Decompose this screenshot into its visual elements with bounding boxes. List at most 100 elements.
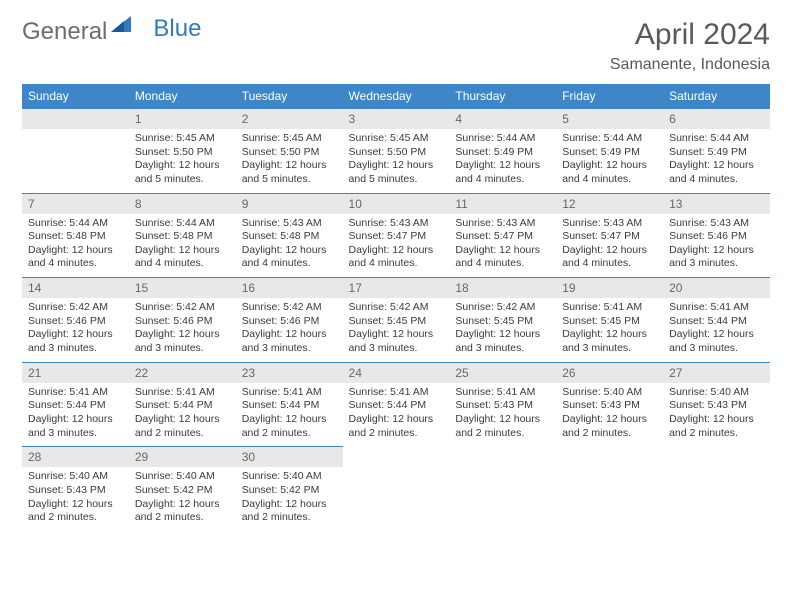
location-label: Samanente, Indonesia [610,56,770,74]
daylight-line1: Daylight: 12 hours [349,159,444,173]
day-body: Sunrise: 5:44 AMSunset: 5:49 PMDaylight:… [556,129,663,193]
daylight-line2: and 5 minutes. [349,173,444,187]
calendar-day-cell: 26Sunrise: 5:40 AMSunset: 5:43 PMDayligh… [556,362,663,447]
daylight-line1: Daylight: 12 hours [669,159,764,173]
daylight-line1: Daylight: 12 hours [242,244,337,258]
daylight-line1: Daylight: 12 hours [135,328,230,342]
daylight-line1: Daylight: 12 hours [135,159,230,173]
sunset-line: Sunset: 5:49 PM [669,146,764,160]
day-body: Sunrise: 5:40 AMSunset: 5:43 PMDaylight:… [22,467,129,531]
sunrise-line: Sunrise: 5:40 AM [562,386,657,400]
calendar-day-cell: 13Sunrise: 5:43 AMSunset: 5:46 PMDayligh… [663,193,770,278]
calendar-day-cell: 4Sunrise: 5:44 AMSunset: 5:49 PMDaylight… [449,108,556,193]
sunset-line: Sunset: 5:46 PM [242,315,337,329]
daylight-line2: and 2 minutes. [455,427,550,441]
day-number: 27 [663,362,770,383]
weekday-header: Monday [129,84,236,108]
sunrise-line: Sunrise: 5:41 AM [562,301,657,315]
calendar-week-row: 28Sunrise: 5:40 AMSunset: 5:43 PMDayligh… [22,446,770,531]
sunset-line: Sunset: 5:44 PM [349,399,444,413]
daylight-line2: and 2 minutes. [135,511,230,525]
header: General Blue April 2024 Samanente, Indon… [22,18,770,74]
sunset-line: Sunset: 5:47 PM [455,230,550,244]
sunrise-line: Sunrise: 5:40 AM [28,470,123,484]
weekday-header: Saturday [663,84,770,108]
calendar-day-cell: 19Sunrise: 5:41 AMSunset: 5:45 PMDayligh… [556,277,663,362]
daylight-line2: and 4 minutes. [562,257,657,271]
logo: General Blue [22,18,201,46]
daylight-line2: and 2 minutes. [242,511,337,525]
sunrise-line: Sunrise: 5:41 AM [28,386,123,400]
daylight-line1: Daylight: 12 hours [242,413,337,427]
daylight-line2: and 4 minutes. [28,257,123,271]
sunset-line: Sunset: 5:43 PM [28,484,123,498]
sunset-line: Sunset: 5:49 PM [562,146,657,160]
day-body: Sunrise: 5:42 AMSunset: 5:46 PMDaylight:… [22,298,129,362]
daylight-line1: Daylight: 12 hours [455,328,550,342]
daylight-line1: Daylight: 12 hours [562,413,657,427]
sunrise-line: Sunrise: 5:41 AM [455,386,550,400]
daylight-line1: Daylight: 12 hours [455,413,550,427]
day-body: Sunrise: 5:41 AMSunset: 5:45 PMDaylight:… [556,298,663,362]
calendar-day-cell [449,446,556,531]
sunrise-line: Sunrise: 5:42 AM [349,301,444,315]
sunset-line: Sunset: 5:50 PM [242,146,337,160]
day-number: 11 [449,193,556,214]
calendar-day-cell: 28Sunrise: 5:40 AMSunset: 5:43 PMDayligh… [22,446,129,531]
daylight-line1: Daylight: 12 hours [562,328,657,342]
calendar-body: 1Sunrise: 5:45 AMSunset: 5:50 PMDaylight… [22,108,770,531]
daylight-line2: and 2 minutes. [349,427,444,441]
daylight-line2: and 3 minutes. [669,257,764,271]
day-body: Sunrise: 5:41 AMSunset: 5:44 PMDaylight:… [129,383,236,447]
day-number: 30 [236,446,343,467]
sunrise-line: Sunrise: 5:42 AM [455,301,550,315]
daylight-line2: and 3 minutes. [669,342,764,356]
daylight-line1: Daylight: 12 hours [135,498,230,512]
calendar-day-cell: 16Sunrise: 5:42 AMSunset: 5:46 PMDayligh… [236,277,343,362]
sunrise-line: Sunrise: 5:41 AM [242,386,337,400]
sunrise-line: Sunrise: 5:44 AM [135,217,230,231]
day-body: Sunrise: 5:44 AMSunset: 5:49 PMDaylight:… [449,129,556,193]
day-body: Sunrise: 5:41 AMSunset: 5:44 PMDaylight:… [236,383,343,447]
calendar-day-cell [343,446,450,531]
sunset-line: Sunset: 5:42 PM [242,484,337,498]
calendar-day-cell: 20Sunrise: 5:41 AMSunset: 5:44 PMDayligh… [663,277,770,362]
day-body: Sunrise: 5:43 AMSunset: 5:47 PMDaylight:… [343,214,450,278]
day-body: Sunrise: 5:42 AMSunset: 5:46 PMDaylight:… [129,298,236,362]
daylight-line2: and 2 minutes. [669,427,764,441]
sunrise-line: Sunrise: 5:45 AM [349,132,444,146]
daylight-line1: Daylight: 12 hours [28,413,123,427]
sunrise-line: Sunrise: 5:45 AM [242,132,337,146]
sunset-line: Sunset: 5:50 PM [349,146,444,160]
calendar-day-cell: 15Sunrise: 5:42 AMSunset: 5:46 PMDayligh… [129,277,236,362]
day-number: 7 [22,193,129,214]
sunset-line: Sunset: 5:48 PM [135,230,230,244]
daylight-line1: Daylight: 12 hours [242,498,337,512]
daylight-line1: Daylight: 12 hours [28,328,123,342]
calendar-day-cell: 14Sunrise: 5:42 AMSunset: 5:46 PMDayligh… [22,277,129,362]
calendar-week-row: 21Sunrise: 5:41 AMSunset: 5:44 PMDayligh… [22,362,770,447]
sunrise-line: Sunrise: 5:45 AM [135,132,230,146]
calendar-day-cell: 10Sunrise: 5:43 AMSunset: 5:47 PMDayligh… [343,193,450,278]
daylight-line2: and 5 minutes. [135,173,230,187]
day-number: 15 [129,277,236,298]
daylight-line1: Daylight: 12 hours [28,244,123,258]
calendar-day-cell: 24Sunrise: 5:41 AMSunset: 5:44 PMDayligh… [343,362,450,447]
sunset-line: Sunset: 5:47 PM [562,230,657,244]
daylight-line1: Daylight: 12 hours [669,413,764,427]
day-body: Sunrise: 5:41 AMSunset: 5:43 PMDaylight:… [449,383,556,447]
sunrise-line: Sunrise: 5:41 AM [349,386,444,400]
sunset-line: Sunset: 5:45 PM [455,315,550,329]
daylight-line1: Daylight: 12 hours [135,244,230,258]
weekday-header: Friday [556,84,663,108]
sunset-line: Sunset: 5:42 PM [135,484,230,498]
daylight-line2: and 2 minutes. [562,427,657,441]
daylight-line2: and 2 minutes. [28,511,123,525]
daylight-line2: and 3 minutes. [242,342,337,356]
calendar-day-cell [22,108,129,193]
calendar-day-cell: 5Sunrise: 5:44 AMSunset: 5:49 PMDaylight… [556,108,663,193]
calendar-day-cell: 25Sunrise: 5:41 AMSunset: 5:43 PMDayligh… [449,362,556,447]
calendar-day-cell: 8Sunrise: 5:44 AMSunset: 5:48 PMDaylight… [129,193,236,278]
day-body: Sunrise: 5:42 AMSunset: 5:45 PMDaylight:… [449,298,556,362]
sunrise-line: Sunrise: 5:41 AM [669,301,764,315]
